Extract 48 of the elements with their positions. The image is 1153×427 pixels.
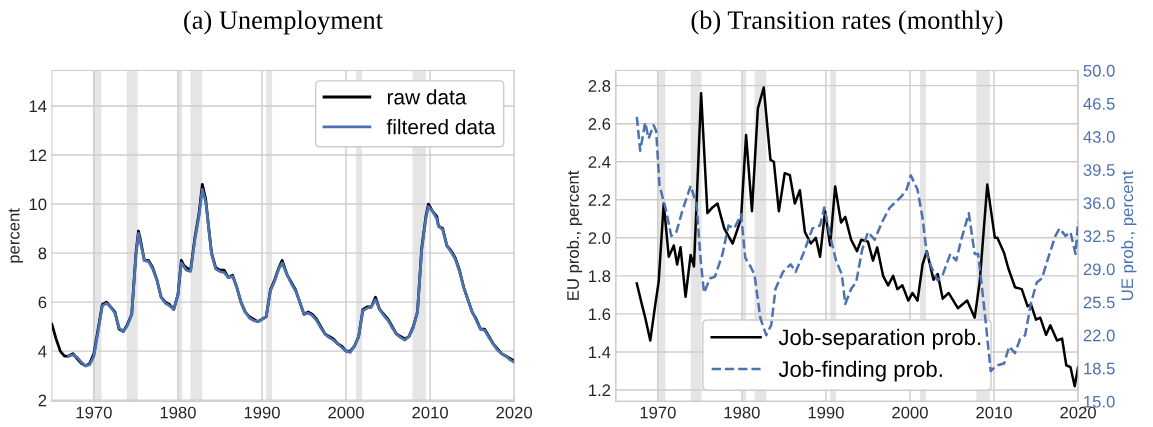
y2-tick-label: 46.5 <box>1083 97 1115 110</box>
y-tick-label: 10 <box>29 198 47 211</box>
chart-title: (b) Transition rates (monthly) <box>691 10 1003 35</box>
x-tick-label: 2000 <box>328 406 364 419</box>
y-tick-label: 2.4 <box>588 156 611 168</box>
y-tick-label: 1.4 <box>589 346 611 358</box>
legend-label: filtered data <box>386 119 496 135</box>
y-tick-label: 1.2 <box>589 384 611 397</box>
x-tick-label: 1980 <box>724 406 760 419</box>
y-tick-label: 6 <box>38 296 47 309</box>
y-axis-title: EU prob., percent <box>566 170 583 300</box>
y2-tick-label: 25.5 <box>1083 296 1115 309</box>
y2-tick-label: 43.0 <box>1083 131 1115 143</box>
x-tick-label: 2020 <box>1060 406 1096 419</box>
y2-tick-label: 15.0 <box>1084 395 1115 408</box>
chart-title: (a) Unemployment <box>184 10 383 35</box>
y-tick-label: 2.2 <box>588 194 611 206</box>
y-tick-label: 1.6 <box>589 308 611 321</box>
legend-label: Job-finding prob. <box>778 360 942 382</box>
y2-axis-title: UE prob., percent <box>1120 170 1137 300</box>
y-tick-label: 2.8 <box>588 80 611 92</box>
y-axis-title: percent <box>8 208 23 263</box>
y2-tick-label: 39.5 <box>1083 164 1115 176</box>
y2-tick-label: 32.5 <box>1083 230 1115 243</box>
y-tick-label: 1.8 <box>589 270 611 283</box>
x-tick-label: 1980 <box>160 406 196 419</box>
x-tick-label: 2010 <box>976 406 1012 419</box>
y-tick-label: 2.6 <box>588 118 611 130</box>
y2-tick-label: 22.0 <box>1083 329 1115 342</box>
y2-tick-label: 29.0 <box>1083 263 1115 276</box>
x-tick-label: 2020 <box>496 406 533 419</box>
y-tick-label: 14 <box>29 100 47 113</box>
legend-label: Job-separation prob. <box>778 328 981 350</box>
y-tick-label: 4 <box>38 345 47 358</box>
legend-label: raw data <box>387 89 467 105</box>
x-tick-label: 1990 <box>808 406 844 419</box>
x-tick-label: 1990 <box>244 406 280 419</box>
x-tick-label: 1970 <box>76 406 112 419</box>
y-tick-label: 12 <box>29 149 47 162</box>
y-tick-label: 2.0 <box>588 232 611 245</box>
y-tick-label: 2 <box>38 394 47 407</box>
y2-tick-label: 18.5 <box>1084 362 1115 375</box>
x-tick-label: 1970 <box>640 406 676 419</box>
x-tick-label: 2000 <box>892 406 928 419</box>
y2-tick-label: 36.0 <box>1083 197 1115 210</box>
y2-tick-label: 50.0 <box>1083 64 1115 77</box>
y-tick-label: 8 <box>38 247 47 260</box>
x-tick-label: 2010 <box>412 406 448 419</box>
